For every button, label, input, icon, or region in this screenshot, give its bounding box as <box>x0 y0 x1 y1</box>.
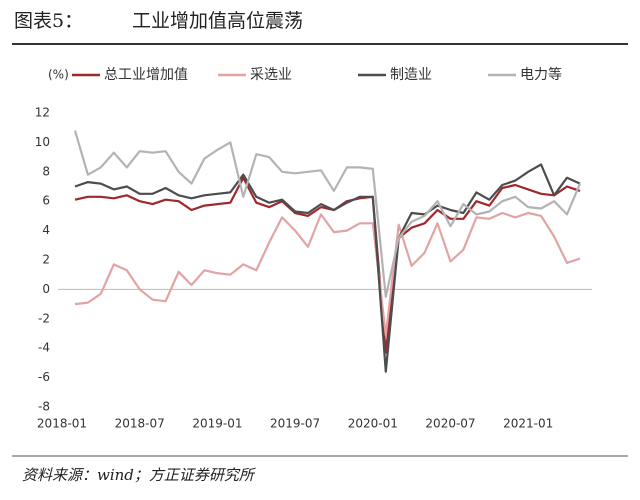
x-tick-label: 2021-01 <box>503 417 553 431</box>
x-tick-label: 2018-01 <box>37 417 87 431</box>
series-line <box>74 211 581 337</box>
series-line <box>74 163 581 373</box>
y-tick-label: -4 <box>38 341 50 355</box>
y-tick-label: 10 <box>35 135 50 149</box>
y-tick-label: -6 <box>38 370 50 384</box>
figure-label: 图表5： <box>14 10 83 32</box>
y-tick-label: -8 <box>38 400 50 414</box>
y-tick-label: 12 <box>35 106 50 120</box>
x-tick-label: 2019-07 <box>270 417 320 431</box>
y-tick-label: 2 <box>42 253 50 267</box>
legend-label: 总工业增加值 <box>104 67 188 83</box>
x-tick-label: 2018-07 <box>115 417 165 431</box>
source: 资料来源：wind；方正证券研究所 <box>22 466 256 484</box>
y-tick-label: 6 <box>42 194 50 208</box>
x-tick-label: 2020-07 <box>425 417 475 431</box>
y-tick-label: 8 <box>42 164 50 178</box>
legend-label: 制造业 <box>390 67 432 83</box>
legend-label: 电力等 <box>520 66 562 83</box>
series-line <box>74 176 581 354</box>
legend-label: 采选业 <box>250 67 292 83</box>
y-tick-label: 0 <box>42 282 50 296</box>
y-tick-label: 4 <box>42 223 50 237</box>
x-tick-label: 2019-01 <box>192 417 242 431</box>
y-tick-label: -2 <box>38 311 50 325</box>
x-tick-label: 2020-01 <box>348 417 398 431</box>
series-line <box>73 130 582 298</box>
unit-label: (%) <box>48 68 69 82</box>
chart-title: 工业增加值高位震荡 <box>132 10 303 32</box>
